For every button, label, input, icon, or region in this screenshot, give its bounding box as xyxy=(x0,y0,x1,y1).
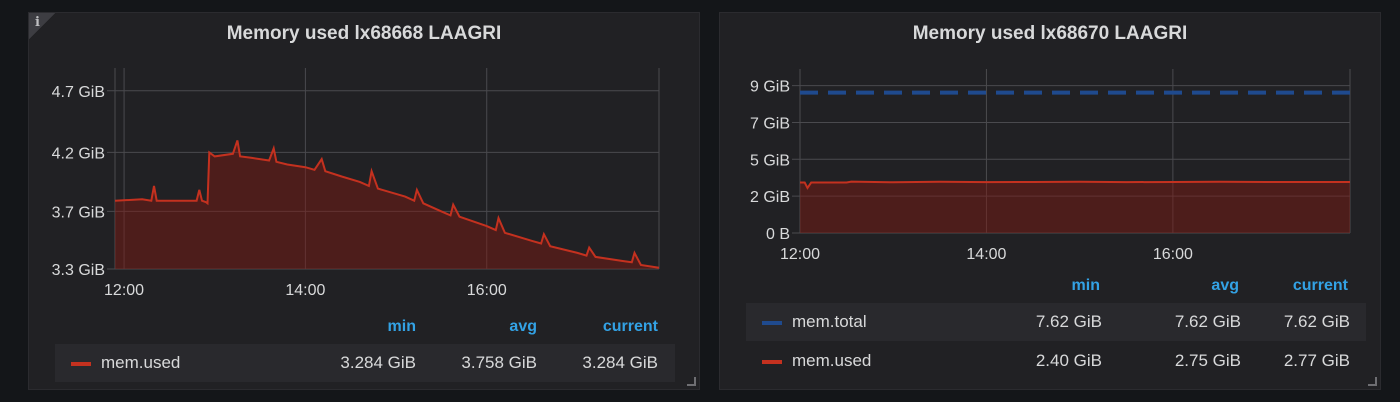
legend-value-current: 7.62 GiB xyxy=(1283,312,1350,331)
legend-header-avg[interactable]: avg xyxy=(1211,277,1239,294)
y-tick-label: 2 GiB xyxy=(750,189,790,206)
legend-swatch-mem-total[interactable] xyxy=(762,321,782,325)
info-corner[interactable]: i xyxy=(29,13,55,39)
legend-swatch-mem-used[interactable] xyxy=(71,362,91,366)
legend-header-avg[interactable]: avg xyxy=(509,318,537,335)
y-tick-label: 9 GiB xyxy=(750,79,790,96)
chart-right: 0 B 2 GiB 5 GiB 7 GiB 9 GiB 12:00 14:00 16:00 xyxy=(750,69,1351,263)
series-line-mem-used xyxy=(800,180,1350,190)
series-line-mem-used xyxy=(114,140,660,269)
legend-row-mem-used[interactable]: mem.used 3.284 GiB 3.758 GiB 3.284 GiB xyxy=(55,344,675,382)
legend-row-mem-used[interactable]: mem.used 2.40 GiB 2.75 GiB 2.77 GiB xyxy=(746,342,1366,380)
legend-value-avg: 7.62 GiB xyxy=(1174,312,1241,331)
panel-memory-lx68670[interactable]: Memory used lx68670 LAAGRI 0 B 2 GiB 5 GiB… xyxy=(719,12,1381,390)
legend-value-current: 2.77 GiB xyxy=(1283,351,1350,370)
panel-title[interactable]: Memory used lx68668 LAAGRI xyxy=(226,23,502,44)
y-tick-label: 4.2 GiB xyxy=(52,145,105,162)
x-tick-label: 14:00 xyxy=(966,246,1006,263)
legend-value-min: 3.284 GiB xyxy=(340,353,416,372)
legend-series-name[interactable]: mem.used xyxy=(101,353,181,372)
legend-header-min[interactable]: min xyxy=(1071,277,1100,294)
x-tick-label: 12:00 xyxy=(780,246,820,263)
y-tick-label: 3.7 GiB xyxy=(52,204,105,221)
y-tick-label: 7 GiB xyxy=(750,115,790,132)
legend-value-current: 3.284 GiB xyxy=(582,353,658,372)
legend-value-avg: 3.758 GiB xyxy=(461,353,537,372)
panel-memory-lx68668[interactable]: i Memory used lx68668 LAAGRI 3.3 GiB 3.7 … xyxy=(28,12,700,390)
panel-title[interactable]: Memory used lx68670 LAAGRI xyxy=(912,23,1188,44)
y-tick-label: 3.3 GiB xyxy=(52,262,105,279)
legend-value-avg: 2.75 GiB xyxy=(1174,351,1241,370)
info-icon[interactable]: i xyxy=(35,15,40,30)
legend-value-min: 7.62 GiB xyxy=(1035,312,1102,331)
legend-header-min[interactable]: min xyxy=(387,318,416,335)
legend-header-current[interactable]: current xyxy=(602,318,658,335)
x-tick-label: 16:00 xyxy=(1153,246,1193,263)
legend-series-name[interactable]: mem.total xyxy=(792,312,867,331)
x-tick-label: 12:00 xyxy=(104,282,144,299)
series-area-mem-used xyxy=(115,140,659,269)
y-tick-label: 5 GiB xyxy=(750,152,790,169)
y-tick-label: 0 B xyxy=(766,226,790,243)
legend-row-mem-total[interactable]: mem.total 7.62 GiB 7.62 GiB 7.62 GiB xyxy=(746,303,1366,341)
legend-swatch-mem-used[interactable] xyxy=(762,360,782,364)
y-tick-label: 4.7 GiB xyxy=(52,84,105,101)
resize-handle[interactable] xyxy=(687,377,696,386)
series-area-mem-used xyxy=(800,181,1350,233)
resize-handle[interactable] xyxy=(1368,377,1377,386)
legend-series-name[interactable]: mem.used xyxy=(792,351,872,370)
legend-value-min: 2.40 GiB xyxy=(1035,351,1102,370)
chart-left: 3.3 GiB 3.7 GiB 4.2 GiB 4.7 GiB 12:00 14:00 16… xyxy=(52,68,660,299)
legend-header-current[interactable]: current xyxy=(1292,277,1348,294)
x-tick-label: 14:00 xyxy=(285,282,325,299)
x-tick-label: 16:00 xyxy=(467,282,507,299)
